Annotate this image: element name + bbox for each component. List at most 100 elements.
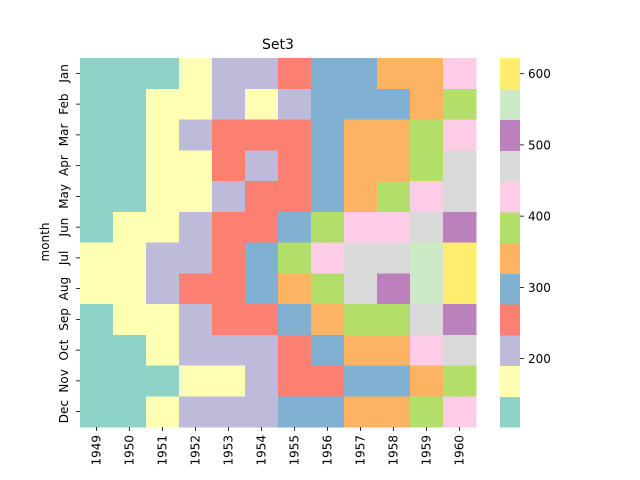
heatmap-cell bbox=[146, 58, 180, 90]
colorbar-tick-label: 200 bbox=[528, 352, 551, 366]
heatmap-cell bbox=[80, 58, 114, 90]
y-tick-label: Nov bbox=[57, 369, 71, 392]
x-tick-label: 1956 bbox=[321, 435, 335, 466]
heatmap-cell bbox=[80, 365, 114, 397]
heatmap-cell bbox=[113, 88, 147, 120]
colorbar bbox=[500, 58, 520, 428]
heatmap-cell bbox=[146, 211, 180, 243]
heatmap-cell bbox=[80, 150, 114, 182]
heatmap-cell bbox=[344, 273, 378, 305]
x-tick-label: 1953 bbox=[222, 435, 236, 466]
colorbar-segment bbox=[500, 150, 520, 182]
heatmap-cell bbox=[245, 273, 279, 305]
heatmap-cell bbox=[80, 242, 114, 274]
heatmap-cell bbox=[212, 88, 246, 120]
heatmap-cell bbox=[410, 334, 444, 366]
heatmap-cell bbox=[245, 88, 279, 120]
heatmap-cell bbox=[179, 396, 213, 428]
heatmap-cell bbox=[311, 396, 345, 428]
y-tick-label: Aug bbox=[57, 277, 71, 300]
heatmap-cell bbox=[278, 119, 312, 151]
colorbar-segment bbox=[500, 396, 520, 428]
heatmap-cell bbox=[179, 365, 213, 397]
heatmap-cell bbox=[377, 181, 411, 213]
heatmap-cell bbox=[80, 273, 114, 305]
heatmap-cell bbox=[344, 334, 378, 366]
x-tick-label: 1954 bbox=[255, 435, 269, 466]
y-tick-labels: Jan Feb Mar Apr May Jun Jul Aug Sep Oct Nov Dec bbox=[57, 64, 80, 423]
heatmap-cell bbox=[113, 273, 147, 305]
colorbar-segment bbox=[500, 334, 520, 366]
heatmap-cell bbox=[443, 396, 477, 428]
heatmap-cell bbox=[146, 88, 180, 120]
heatmap-cell bbox=[113, 334, 147, 366]
heatmap-cell bbox=[443, 304, 477, 336]
y-axis-label: month bbox=[38, 223, 52, 262]
colorbar-segment bbox=[500, 58, 520, 90]
x-tick-label: 1951 bbox=[156, 435, 170, 466]
heatmap-cell bbox=[245, 304, 279, 336]
heatmap-cell bbox=[344, 88, 378, 120]
heatmap-cell bbox=[410, 365, 444, 397]
heatmap-cell bbox=[344, 242, 378, 274]
heatmap-cell bbox=[278, 365, 312, 397]
heatmap-cell bbox=[146, 365, 180, 397]
heatmap-cell bbox=[245, 334, 279, 366]
x-tick-label: 1949 bbox=[90, 435, 104, 466]
heatmap-cell bbox=[80, 334, 114, 366]
heatmap-cell bbox=[113, 304, 147, 336]
heatmap-cell bbox=[278, 242, 312, 274]
heatmap-cell bbox=[146, 150, 180, 182]
heatmap-cell bbox=[212, 304, 246, 336]
heatmap-cell bbox=[146, 396, 180, 428]
heatmap-cell bbox=[311, 181, 345, 213]
heatmap-cell bbox=[179, 88, 213, 120]
chart-title: Set3 bbox=[262, 37, 294, 53]
heatmap-cell bbox=[377, 334, 411, 366]
heatmap-cell bbox=[212, 365, 246, 397]
heatmap-cell bbox=[212, 58, 246, 90]
heatmap-cell bbox=[344, 181, 378, 213]
y-tick-label: Apr bbox=[57, 155, 71, 176]
colorbar-tick-label: 500 bbox=[528, 138, 551, 152]
heatmap-cell bbox=[443, 365, 477, 397]
x-tick-label: 1950 bbox=[123, 435, 137, 466]
heatmap-cell bbox=[179, 150, 213, 182]
heatmap-cell bbox=[146, 273, 180, 305]
heatmap-cell bbox=[278, 181, 312, 213]
heatmap-cell bbox=[410, 304, 444, 336]
heatmap-cell bbox=[311, 211, 345, 243]
heatmap-cell bbox=[377, 119, 411, 151]
heatmap-cell bbox=[410, 119, 444, 151]
x-tick-label: 1959 bbox=[420, 435, 434, 466]
heatmap-cell bbox=[179, 242, 213, 274]
colorbar-tick-label: 600 bbox=[528, 67, 551, 81]
heatmap-cell bbox=[344, 119, 378, 151]
heatmap-cell bbox=[113, 211, 147, 243]
heatmap-cell bbox=[80, 211, 114, 243]
heatmap-cell bbox=[245, 365, 279, 397]
heatmap-cell bbox=[245, 396, 279, 428]
heatmap-cell bbox=[113, 119, 147, 151]
heatmap-cell bbox=[410, 150, 444, 182]
heatmap-cell bbox=[245, 181, 279, 213]
heatmap-cell bbox=[179, 58, 213, 90]
heatmap-cell bbox=[278, 150, 312, 182]
heatmap-cell bbox=[377, 211, 411, 243]
heatmap-cell bbox=[278, 334, 312, 366]
heatmap-cell bbox=[410, 88, 444, 120]
y-tick-label: Jun bbox=[57, 218, 71, 238]
heatmap-cell bbox=[146, 304, 180, 336]
heatmap-cell bbox=[179, 119, 213, 151]
heatmap-cell bbox=[311, 365, 345, 397]
heatmap-cell bbox=[80, 396, 114, 428]
heatmap-cell bbox=[443, 88, 477, 120]
heatmap-cell bbox=[212, 150, 246, 182]
heatmap-cell bbox=[113, 58, 147, 90]
heatmap-cell bbox=[212, 396, 246, 428]
heatmap-cell bbox=[80, 119, 114, 151]
heatmap-cell bbox=[344, 365, 378, 397]
heatmap-cell bbox=[113, 242, 147, 274]
heatmap-cell bbox=[278, 273, 312, 305]
heatmap-cell bbox=[311, 273, 345, 305]
